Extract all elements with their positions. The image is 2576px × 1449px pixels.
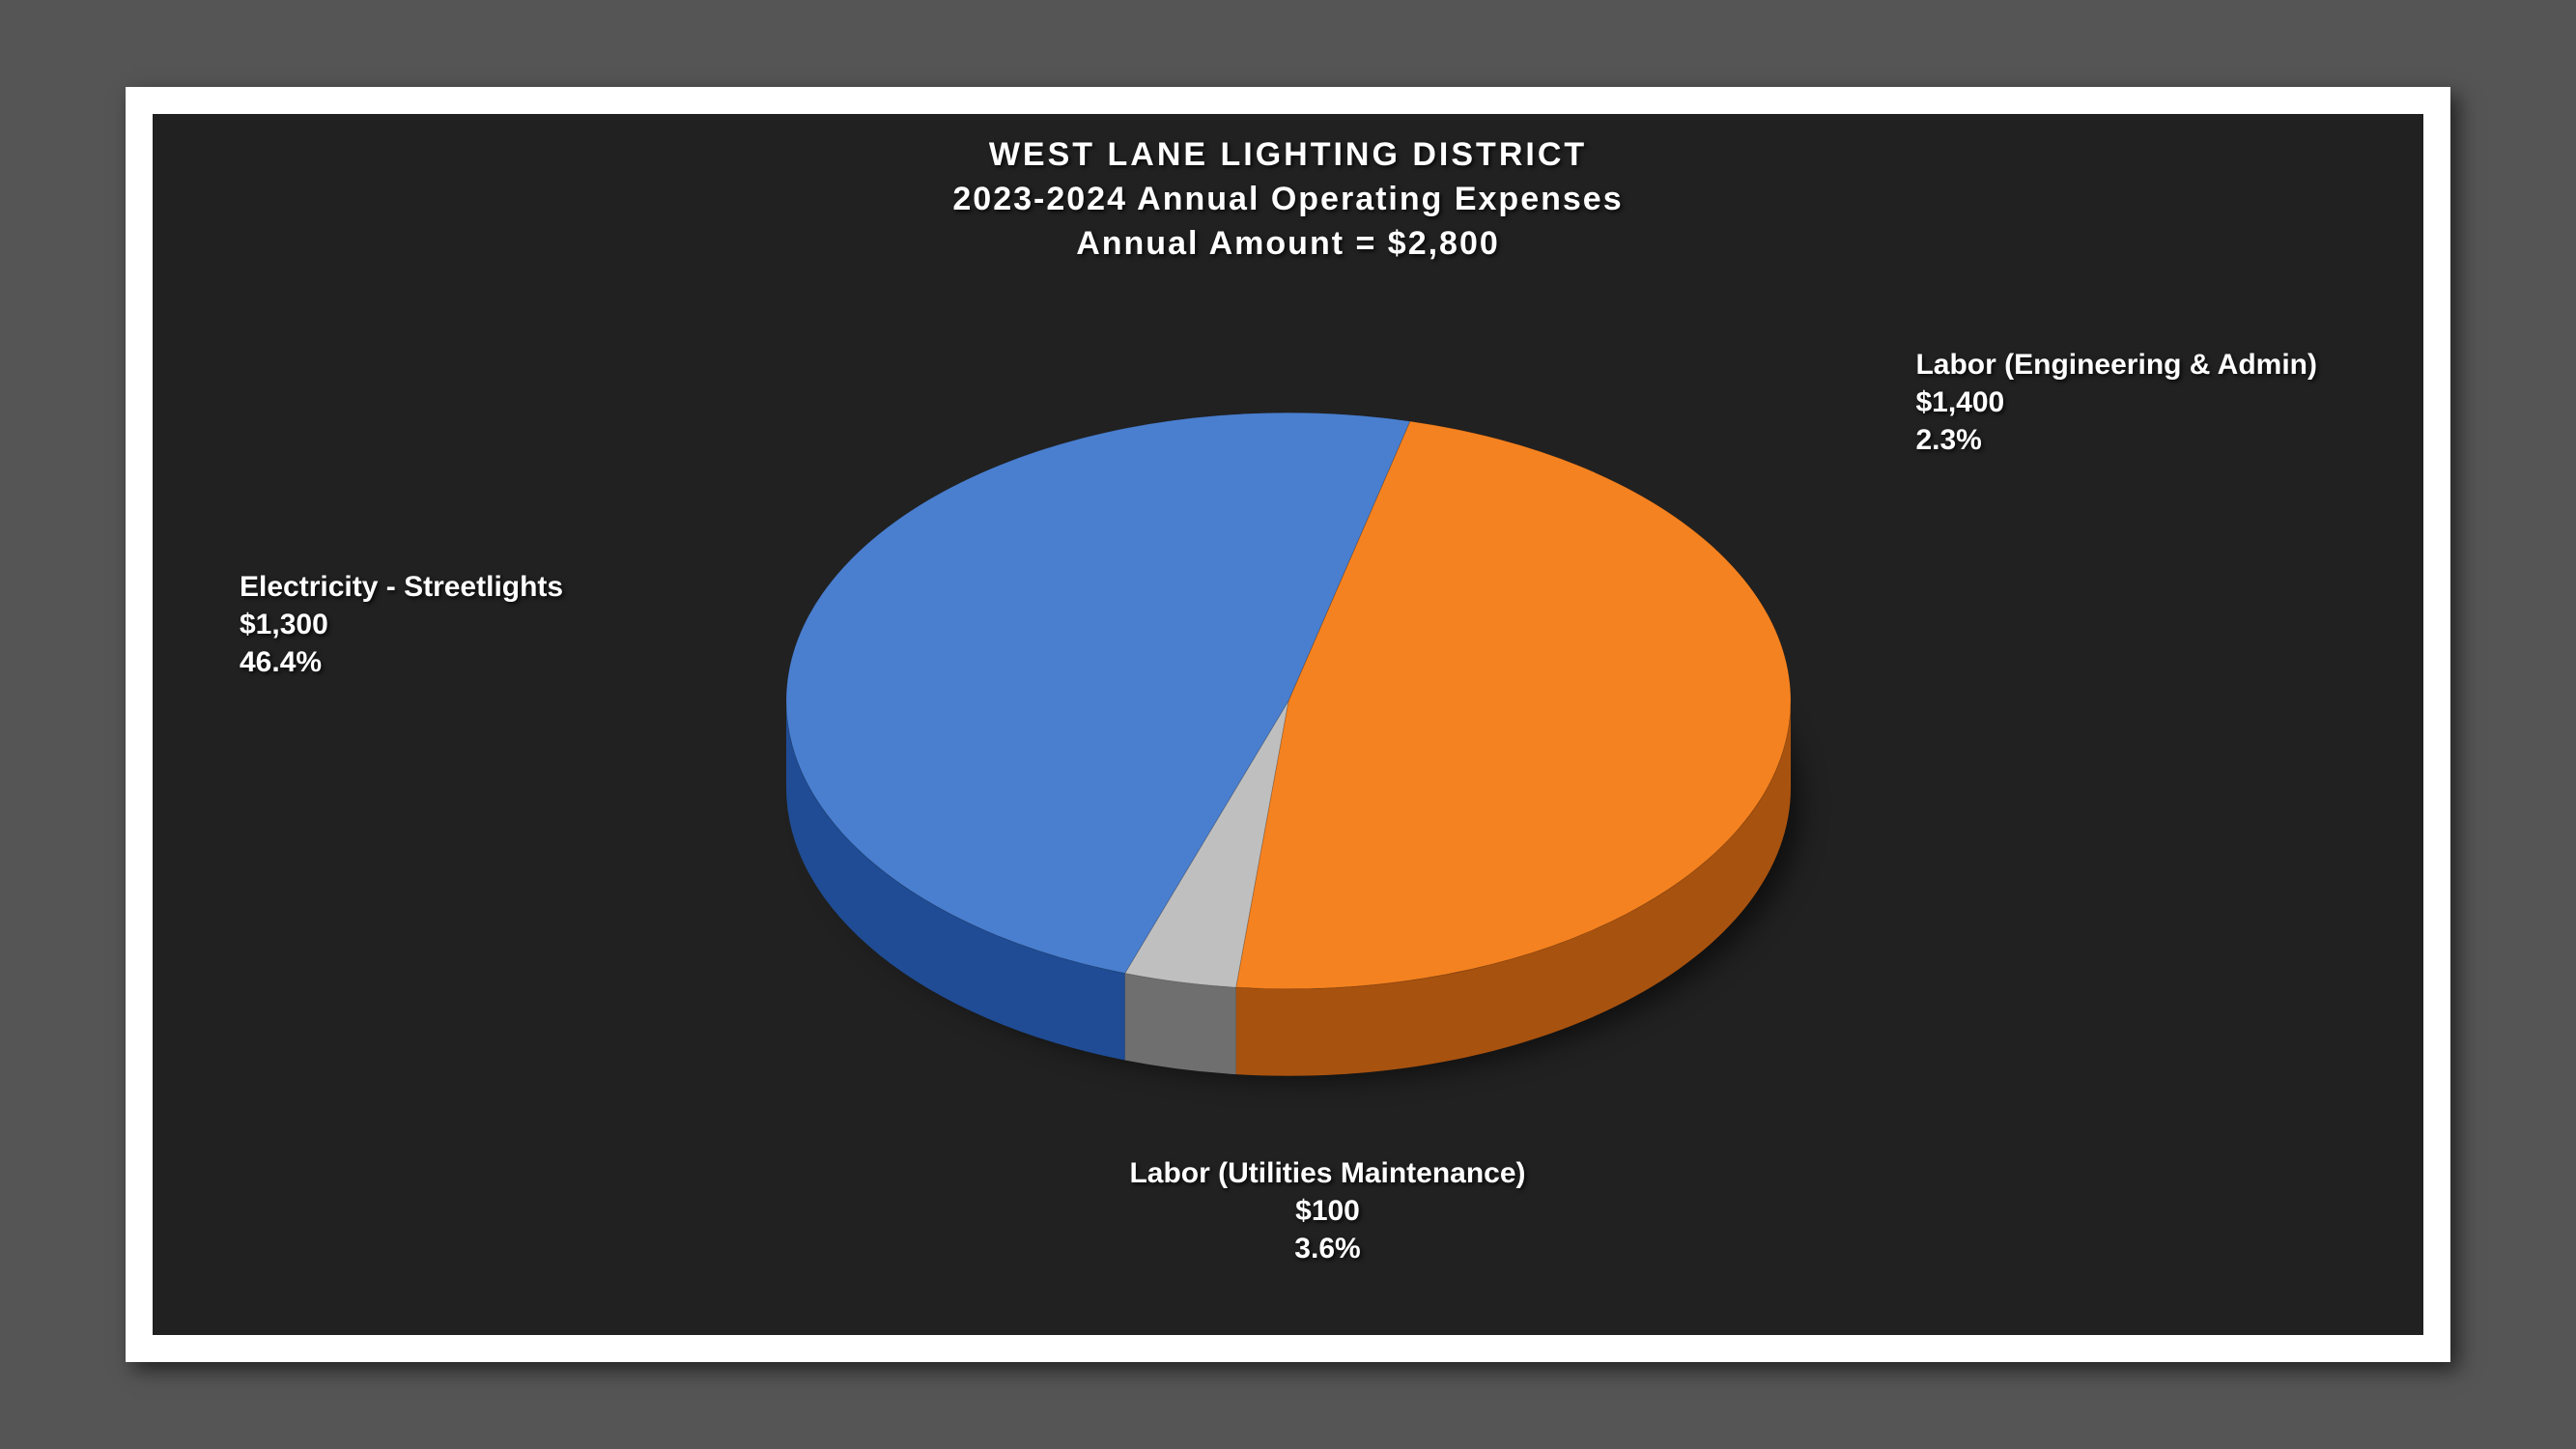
chart-title-line1: WEST LANE LIGHTING DISTRICT (153, 133, 2423, 178)
chart-area: WEST LANE LIGHTING DISTRICT 2023-2024 An… (153, 114, 2423, 1335)
slice-name: Electricity - Streetlights (240, 571, 563, 603)
slice-label-utilities-maintenance: Labor (Utilities Maintenance) $100 3.6% (1129, 1154, 1525, 1267)
chart-title: WEST LANE LIGHTING DISTRICT 2023-2024 An… (153, 133, 2423, 267)
slice-name: Labor (Engineering & Admin) (1915, 349, 2317, 381)
chart-title-line2: 2023-2024 Annual Operating Expenses (153, 178, 2423, 222)
slice-amount: $1,300 (240, 609, 328, 640)
slice-amount: $100 (1295, 1195, 1360, 1227)
slice-label-engineering-admin: Labor (Engineering & Admin) $1,400 2.3% (1915, 346, 2317, 459)
slice-amount: $1,400 (1915, 386, 2004, 418)
slice-name: Labor (Utilities Maintenance) (1129, 1157, 1525, 1189)
page-root: WEST LANE LIGHTING DISTRICT 2023-2024 An… (0, 0, 2576, 1449)
pie-svg (738, 374, 1839, 1192)
pie-side (1124, 974, 1235, 1075)
slice-percent: 3.6% (1294, 1233, 1360, 1264)
pie-chart (738, 374, 1839, 1197)
slice-percent: 46.4% (240, 646, 322, 678)
card-frame: WEST LANE LIGHTING DISTRICT 2023-2024 An… (126, 87, 2450, 1362)
chart-title-line3: Annual Amount = $2,800 (153, 222, 2423, 267)
slice-percent: 2.3% (1915, 424, 1981, 456)
slice-label-electricity-streetlights: Electricity - Streetlights $1,300 46.4% (240, 568, 563, 681)
